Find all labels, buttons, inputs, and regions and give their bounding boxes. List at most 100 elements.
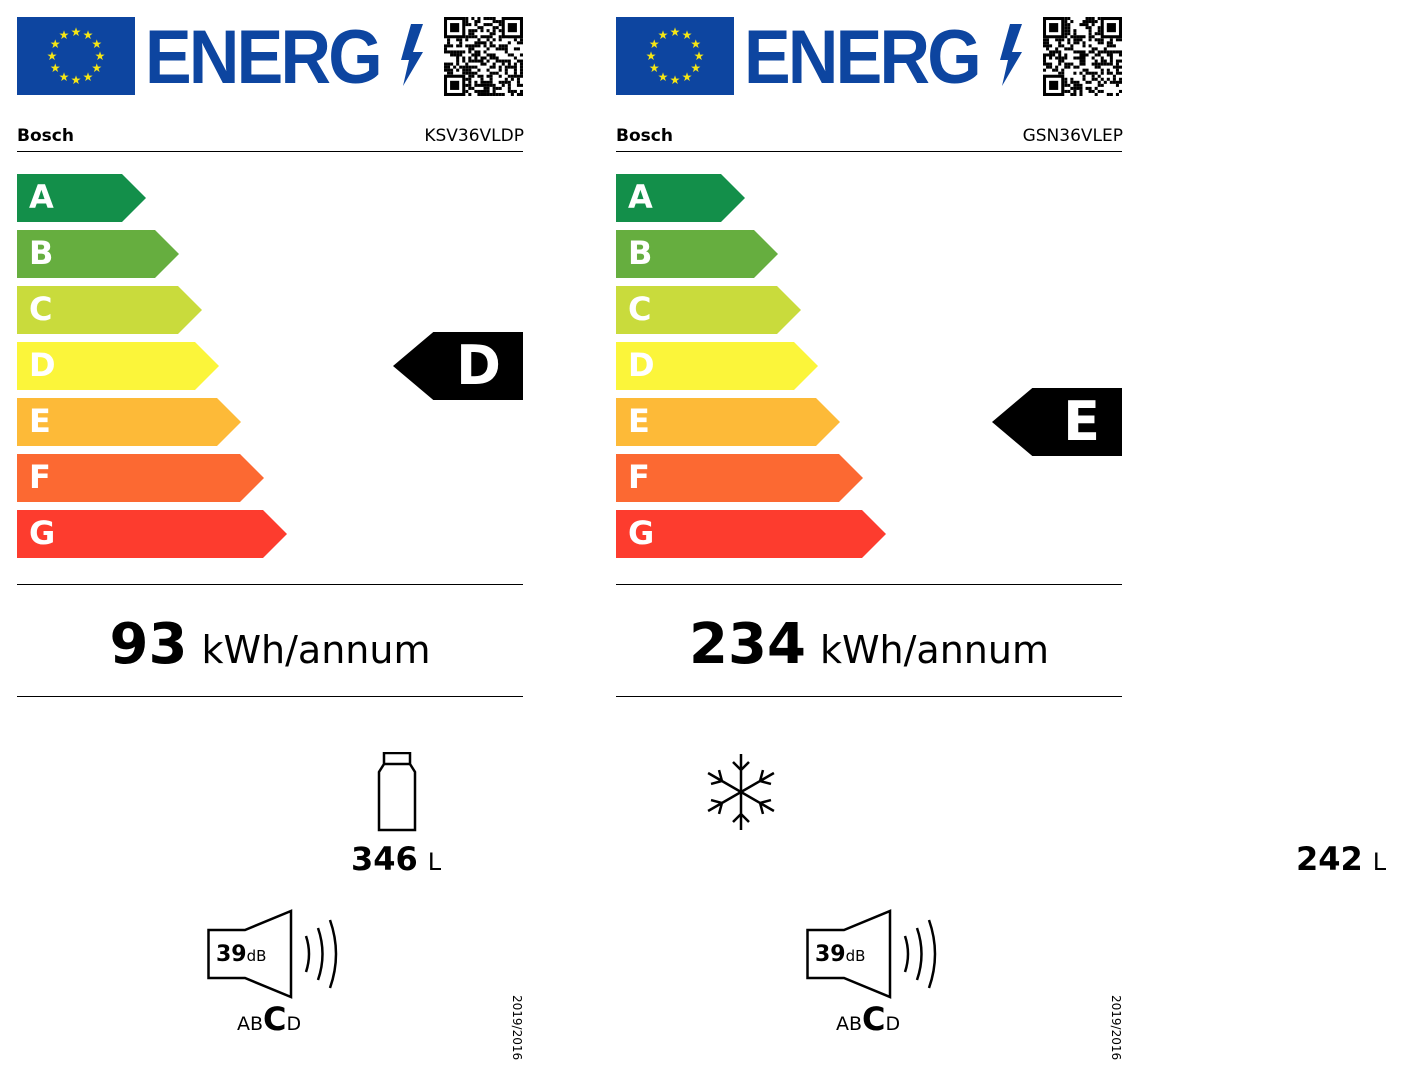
svg-text:★: ★	[91, 61, 102, 75]
noise-class: A	[237, 1013, 250, 1035]
volume: 346 L	[351, 840, 441, 878]
svg-text:★: ★	[658, 28, 669, 42]
energy-unit: kWh/annum	[201, 628, 431, 672]
class-letter: G	[29, 514, 56, 552]
svg-text:★: ★	[50, 61, 61, 75]
noise-class-scale: ABCD	[237, 1000, 301, 1038]
volume-unit: L	[427, 848, 442, 876]
class-letter: A	[29, 178, 54, 216]
efficiency-class-G: G	[17, 510, 287, 558]
efficiency-class-D: D	[17, 342, 219, 390]
class-letter: B	[29, 234, 54, 272]
class-letter: F	[29, 458, 51, 496]
noise-level: 39dB	[815, 942, 865, 967]
qr-code[interactable]	[1043, 17, 1122, 96]
supplier-name: Bosch	[17, 126, 74, 146]
snowflake-icon	[707, 754, 775, 830]
noise-unit: dB	[845, 947, 866, 965]
volume-unit: L	[1372, 848, 1387, 876]
efficiency-class-F: F	[616, 454, 863, 502]
noise-class-scale: ABCD	[836, 1000, 900, 1038]
svg-text:★: ★	[71, 73, 82, 87]
class-letter: D	[628, 346, 655, 384]
svg-text:★: ★	[682, 28, 693, 42]
energy-rating-arrow: E	[992, 388, 1122, 456]
class-letter: G	[628, 514, 655, 552]
lightning-icon	[401, 24, 423, 86]
svg-text:★: ★	[71, 25, 82, 39]
efficiency-class-D: D	[616, 342, 818, 390]
efficiency-class-E: E	[17, 398, 241, 446]
model-identifier: KSV36VLDP	[424, 126, 524, 146]
class-letter: D	[29, 346, 56, 384]
svg-text:★: ★	[83, 70, 94, 84]
eu-flag-logo: ★★★★★★★★★ ★ ★★	[17, 17, 135, 95]
svg-text:★: ★	[47, 49, 58, 63]
svg-text:★: ★	[649, 61, 660, 75]
noise-class-selected: C	[263, 1000, 287, 1038]
model-identifier: GSN36VLEP	[1022, 126, 1123, 146]
energy-logo-text: ENERG	[145, 15, 383, 100]
divider	[17, 696, 523, 697]
speaker-icon	[207, 909, 338, 999]
noise-class: A	[836, 1013, 849, 1035]
regulation-number: 2019/2016	[510, 995, 524, 1061]
svg-text:★: ★	[83, 28, 94, 42]
energy-logo-text: ENERG	[744, 15, 982, 100]
class-letter: A	[628, 178, 653, 216]
divider	[17, 584, 523, 585]
volume: 242 L	[1296, 840, 1386, 878]
energy-rating-arrow: D	[393, 332, 523, 400]
svg-text:★: ★	[670, 73, 681, 87]
svg-text:★: ★	[95, 49, 106, 63]
energy-value: 234	[689, 612, 806, 677]
efficiency-class-B: B	[616, 230, 778, 278]
noise-class: D	[885, 1013, 901, 1035]
efficiency-class-A: A	[17, 174, 146, 222]
svg-text:★: ★	[658, 70, 669, 84]
volume-value: 242	[1296, 840, 1363, 878]
volume-value: 346	[351, 840, 418, 878]
noise-unit: dB	[246, 947, 267, 965]
class-letter: E	[29, 402, 51, 440]
noise-value: 39	[216, 942, 247, 967]
regulation-number: 2019/2016	[1109, 995, 1123, 1061]
efficiency-class-B: B	[17, 230, 179, 278]
noise-class: B	[250, 1013, 264, 1035]
svg-text:★: ★	[59, 70, 70, 84]
noise-class: B	[849, 1013, 863, 1035]
noise-value: 39	[815, 942, 846, 967]
fridge-icon	[377, 752, 417, 832]
efficiency-class-C: C	[17, 286, 202, 334]
lightning-icon	[1000, 24, 1022, 86]
noise-class: D	[286, 1013, 302, 1035]
energy-unit: kWh/annum	[819, 628, 1049, 672]
class-letter: E	[628, 402, 650, 440]
efficiency-class-A: A	[616, 174, 745, 222]
divider	[17, 151, 523, 152]
eu-flag-logo: ★★★★★★★★★ ★ ★★	[616, 17, 734, 95]
speaker-icon	[806, 909, 937, 999]
divider	[616, 584, 1122, 585]
efficiency-class-F: F	[17, 454, 264, 502]
svg-text:★: ★	[682, 70, 693, 84]
energy-consumption: 234 kWh/annum	[616, 612, 1122, 677]
efficiency-class-G: G	[616, 510, 886, 558]
class-letter: C	[628, 290, 652, 328]
svg-text:★: ★	[670, 25, 681, 39]
svg-text:★: ★	[690, 37, 701, 51]
svg-text:★: ★	[50, 37, 61, 51]
efficiency-class-E: E	[616, 398, 840, 446]
svg-text:★: ★	[646, 49, 657, 63]
class-letter: C	[29, 290, 53, 328]
svg-text:★: ★	[649, 37, 660, 51]
energy-value: 93	[109, 612, 188, 677]
class-letter: F	[628, 458, 650, 496]
svg-text:★: ★	[690, 61, 701, 75]
supplier-name: Bosch	[616, 126, 673, 146]
svg-text:★: ★	[91, 37, 102, 51]
qr-code[interactable]	[444, 17, 523, 96]
efficiency-class-C: C	[616, 286, 801, 334]
